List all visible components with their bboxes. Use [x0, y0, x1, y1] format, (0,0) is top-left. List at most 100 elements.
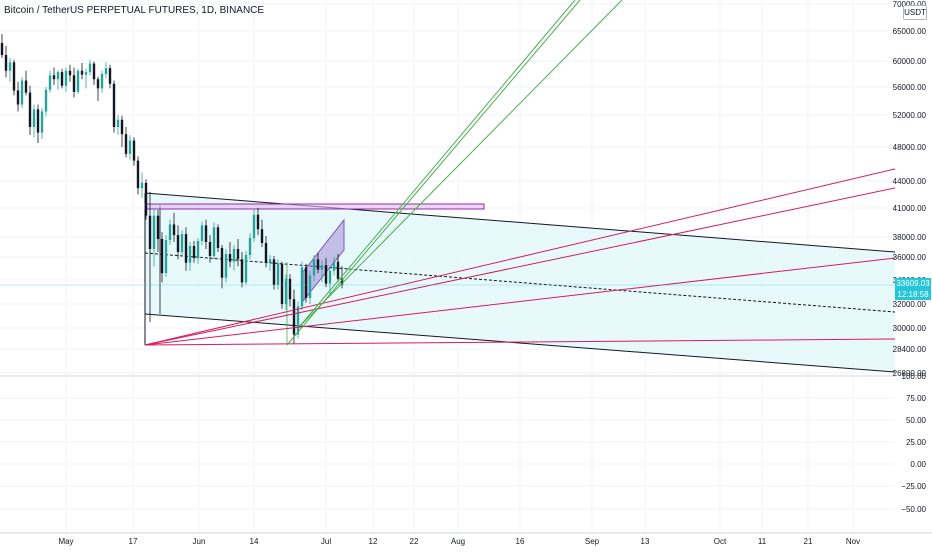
- currency-button[interactable]: USDT: [903, 5, 927, 20]
- candles-layer: [0, 34, 344, 344]
- candle-body: [32, 109, 36, 127]
- candle-body: [180, 234, 184, 252]
- candle-body: [92, 63, 96, 80]
- price-axis-label: 38000.00: [893, 233, 927, 242]
- time-axis: May 17 Jun 14 Jul 12 22 Aug 16 Sep 13 Oct 11 21 Nov: [0, 532, 932, 546]
- candle-body: [24, 80, 28, 93]
- time-axis-label: 21: [804, 537, 813, 546]
- candle-body: [8, 62, 12, 71]
- channel-lower-line: [144, 313, 896, 373]
- candle-body: [320, 265, 324, 270]
- red-fan-line: [144, 187, 896, 346]
- candle-body: [12, 62, 16, 91]
- candle-body: [40, 111, 44, 133]
- candle-body: [0, 43, 4, 55]
- price-axis-label: 52000.00: [893, 111, 927, 120]
- candle-body: [84, 72, 88, 75]
- resistance-box: [144, 203, 485, 210]
- candle-body: [228, 254, 232, 262]
- trendlines-layer: [0, 0, 896, 346]
- candle-body: [256, 214, 260, 230]
- price-axis-label: 70000.00: [893, 0, 927, 9]
- candle-body: [340, 278, 344, 285]
- indicator-axis-label: −25.00: [901, 482, 926, 491]
- candle-body: [72, 75, 76, 92]
- time-axis-label: 22: [410, 537, 419, 546]
- indicator-axis-label: 75.00: [906, 394, 927, 403]
- price-axis-label: 48000.00: [893, 143, 927, 152]
- candle-body: [232, 249, 236, 262]
- candle-body: [308, 275, 312, 298]
- candle-body: [312, 259, 316, 276]
- candle-body: [220, 248, 224, 278]
- candle-body: [88, 63, 92, 73]
- candle-body: [144, 182, 148, 216]
- candle-body: [260, 229, 264, 243]
- candle-body: [296, 306, 300, 335]
- candle-body: [176, 235, 180, 252]
- candle-body: [36, 109, 40, 133]
- time-axis-label: Oct: [714, 537, 727, 546]
- green-fan-line: [299, 0, 623, 327]
- red-fan-line: [144, 257, 896, 346]
- candle-body: [108, 68, 112, 84]
- candle-body: [168, 224, 172, 240]
- red-fan-line: [144, 168, 896, 346]
- candle-body: [276, 263, 280, 285]
- candle-body: [76, 70, 80, 92]
- candle-body: [204, 225, 208, 242]
- candle-body: [124, 134, 128, 154]
- time-axis-label: May: [58, 537, 73, 546]
- candle-body: [172, 224, 176, 236]
- candle-body: [160, 239, 164, 274]
- candle-body: [216, 227, 220, 248]
- time-axis-label: 13: [641, 537, 650, 546]
- candle-body: [192, 246, 196, 259]
- candle-body: [164, 240, 168, 274]
- price-axis-label: 44000.00: [893, 177, 927, 186]
- candle-body: [116, 119, 120, 127]
- price-axis-label: 32000.00: [893, 300, 927, 309]
- candle-body: [120, 119, 124, 135]
- candle-body: [96, 79, 100, 89]
- time-axis-label: 16: [516, 537, 525, 546]
- candle-body: [240, 259, 244, 283]
- candle-body: [268, 259, 272, 263]
- candle-body: [284, 278, 288, 304]
- candle-body: [264, 243, 268, 263]
- time-axis-label: 11: [758, 537, 767, 546]
- candle-body: [128, 140, 132, 154]
- price-axis-label: 60000.00: [893, 57, 927, 66]
- candle-body: [336, 261, 340, 279]
- candle-body: [316, 259, 320, 270]
- candle-body: [212, 227, 216, 256]
- price-axis-label: 65000.00: [893, 27, 927, 36]
- candle-body: [4, 55, 8, 71]
- price-axis: 70000.00 65000.00 60000.00 56000.00 52000.00…: [893, 0, 927, 378]
- time-axis-label: Aug: [451, 537, 465, 546]
- candle-body: [28, 92, 32, 127]
- countdown-tag: 12:18:58: [895, 289, 931, 300]
- candle-body: [136, 160, 140, 189]
- candle-body: [152, 215, 156, 249]
- candle-body: [188, 246, 192, 263]
- candle-body: [280, 263, 284, 304]
- price-axis-label: 26800.00: [893, 369, 927, 378]
- candle-body: [292, 299, 296, 335]
- chart-title: Bitcoin / TetherUS PERPETUAL FUTURES, 1D…: [4, 5, 265, 16]
- indicator-axis: 100.00 75.00 50.00 25.00 0.00 −25.00 −50.00: [901, 372, 926, 514]
- price-axis-label: 30000.00: [893, 324, 927, 333]
- current-price-tag: 33609.03: [895, 278, 931, 289]
- candle-body: [252, 214, 256, 238]
- price-axis-label: 56000.00: [893, 83, 927, 92]
- candle-body: [148, 215, 152, 249]
- candle-body: [80, 70, 84, 75]
- price-axis-label: 36000.00: [893, 253, 927, 262]
- time-axis-label: Sep: [585, 537, 600, 546]
- candle-body: [208, 242, 212, 256]
- candle-body: [64, 70, 68, 86]
- indicator-axis-label: −50.00: [901, 505, 926, 514]
- candle-body: [300, 267, 304, 307]
